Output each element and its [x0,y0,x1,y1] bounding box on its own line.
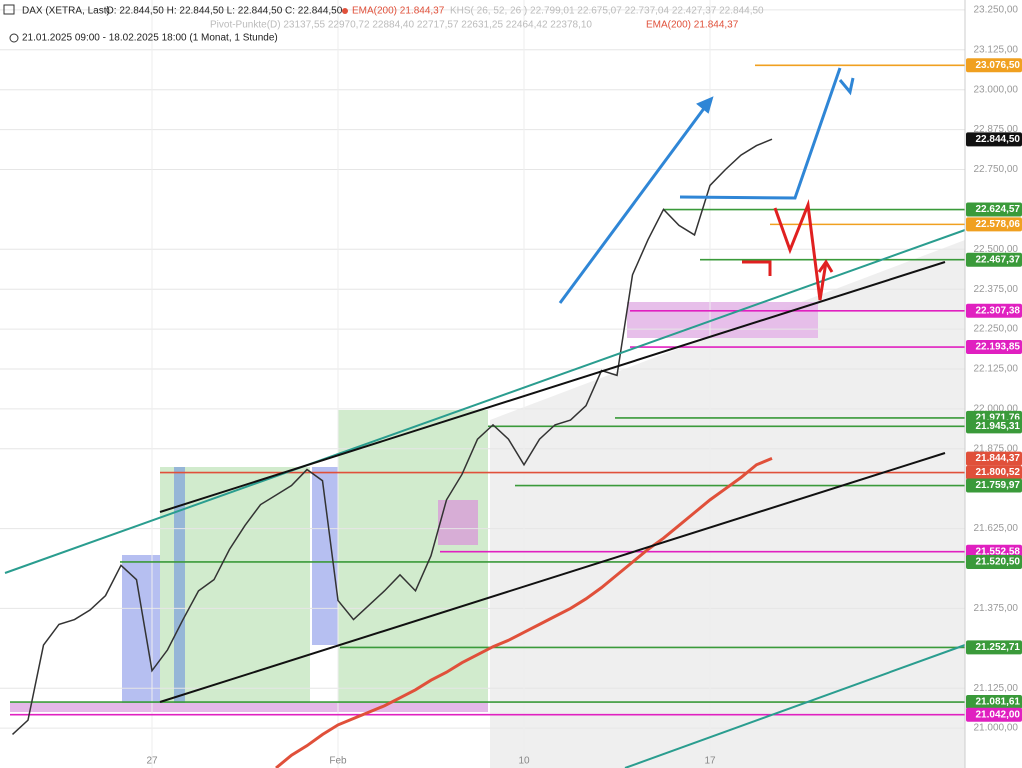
x-axis: 27 Feb 10 17 [146,756,716,767]
level-label: 21.759,97 [976,480,1021,491]
ema-label: EMA(200) 21.844,37 [646,20,739,31]
level-label: 23.076,50 [976,60,1021,71]
zone-blue [174,467,185,703]
trend-line [4,229,966,574]
y-axis-bg [965,0,1022,768]
zone-green [338,410,488,710]
arrow [742,260,772,276]
level-labels: 23.076,50 22.844,50 22.624,57 22.578,06 22.4… [966,58,1022,722]
level-label: 21.945,31 [976,421,1021,432]
level-box [966,202,1022,217]
y-tick-label: 21.875,00 [974,443,1019,454]
trend-line [159,261,946,513]
x-tick-label: 17 [704,756,716,767]
level-label: 22.578,06 [976,219,1021,230]
series-line [275,456,773,768]
y-tick-label: 22.875,00 [974,124,1019,135]
x-tick-label: 27 [146,756,158,767]
pivot-label: Pivot-Punkte(D) 23137,55 22970,72 22884,… [210,20,592,31]
y-tick-label: 22.250,00 [974,324,1019,335]
level-label: 21.844,37 [976,453,1021,464]
y-axis-labels: 23.250,00 23.125,00 23.000,00 22.875,00 22.7… [974,5,1019,734]
legend-dot [342,8,348,14]
level-label: 21.081,61 [976,697,1021,708]
level-box [966,303,1022,318]
arrow-head [817,259,834,273]
y-tick-label: 22.125,00 [974,364,1019,375]
y-tick-label: 22.750,00 [974,164,1019,175]
gap-zone [10,703,488,712]
clock-icon [9,33,19,43]
icon [3,4,15,15]
level-label: 21.971,76 [976,413,1021,424]
level-box [966,132,1022,147]
y-tick-label: 21.125,00 [974,683,1019,694]
level-label: 22.624,57 [976,204,1021,215]
level-box [966,695,1022,710]
zone-blue [122,555,160,703]
shade [490,240,965,768]
level-box [966,554,1022,569]
grid [0,0,965,768]
level-box [966,217,1022,232]
y-tick-label: 22.000,00 [974,404,1019,415]
level-label: 22.467,37 [976,254,1021,265]
level-label: 22.193,85 [976,342,1021,353]
x-tick-label: Feb [329,756,347,767]
level-box [966,707,1022,722]
arrow [679,67,842,200]
level-label: 21.800,52 [976,467,1021,478]
y-tick-label: 21.000,00 [974,723,1019,734]
level-box [966,640,1022,655]
arrow-head [838,77,855,96]
y-tick-label: 23.000,00 [974,84,1019,95]
range: 21.01.2025 09:00 - 18.02.2025 18:00 (1 M… [22,33,278,44]
level-box [966,419,1022,434]
zone-blue [312,467,338,645]
x-tick-label: 10 [518,756,530,767]
y-tick-label: 21.625,00 [974,523,1019,534]
level-label: 21.042,00 [976,709,1021,720]
level-box [966,252,1022,267]
y-tick-label: 22.500,00 [974,244,1019,255]
level-label: 21.252,71 [976,642,1021,653]
header: DAX (XETRA, Last) O: 22.844,50 H: 22.844… [3,4,764,44]
level-box [966,465,1022,480]
ohlc: O: 22.844,50 H: 22.844,50 L: 22.844,50 C… [106,6,343,17]
level-box [966,58,1022,73]
arrow [558,102,710,304]
level-label: 21.520,50 [976,557,1021,568]
drawings [4,67,966,768]
series-line [11,138,773,736]
y-tick-label: 23.250,00 [974,5,1019,16]
level-label: 21.552,58 [976,546,1021,557]
arrow-head [696,96,714,114]
level-box [966,478,1022,493]
y-tick-label: 21.375,00 [974,603,1019,614]
y-tick-label: 22.375,00 [974,284,1019,295]
symbol: DAX (XETRA, Last) [22,6,110,17]
trend-line [159,452,946,703]
background-zones [10,240,965,768]
level-box [966,340,1022,355]
plot [11,138,773,768]
levels [10,64,965,716]
ema-label: EMA(200) 21.844,37 [352,6,445,17]
level-box [966,451,1022,466]
y-tick-label: 23.125,00 [974,44,1019,55]
khs-label: KHS( 26, 52, 26 ) 22.799,01 22.675,07 22… [450,6,764,17]
arrow [773,199,828,301]
level-label: 22.844,50 [976,134,1021,145]
trend-line [624,644,966,768]
level-label: 22.307,38 [976,305,1021,316]
